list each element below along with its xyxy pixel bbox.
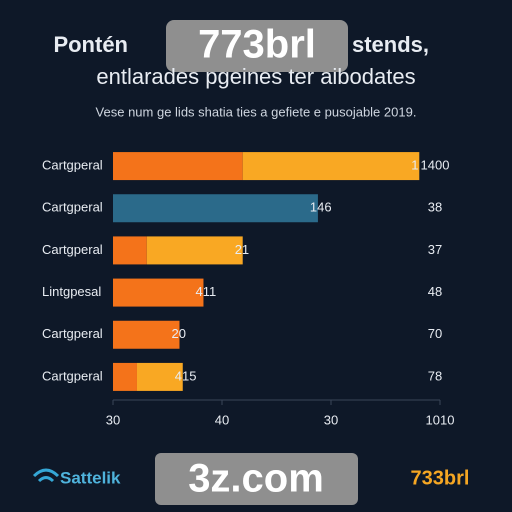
- footer-badge: 3z.com: [188, 457, 324, 501]
- footer-badge-bg: [155, 453, 358, 505]
- title-line2: entlarades pgeines ter aibodates: [96, 64, 415, 89]
- bar-segment: [113, 236, 147, 265]
- bar-label: 1: [411, 158, 418, 173]
- x-tick-label: 1010: [426, 412, 455, 427]
- y-tick-label: Cartgperal: [42, 368, 103, 383]
- bar-segment: [146, 236, 243, 265]
- bar-segment: [113, 362, 137, 391]
- y-tick-label: Cartgperal: [42, 158, 103, 173]
- title-left: Pontén: [53, 32, 128, 57]
- bar-segment: [242, 152, 420, 181]
- title-badge: 773brl: [198, 23, 316, 67]
- right-label: 37: [428, 242, 442, 257]
- x-tick-label: 30: [324, 412, 338, 427]
- bar-label: 21: [235, 242, 249, 257]
- footer-logo-icon: [32, 468, 60, 483]
- title-badge-bg: [166, 20, 348, 72]
- y-tick-label: Cartgperal: [42, 200, 103, 215]
- footer-right: 733brl: [411, 467, 470, 489]
- bar-segment: [113, 320, 180, 349]
- right-label: 78: [428, 368, 442, 383]
- footer-logo: Sattelik: [60, 468, 121, 487]
- right-label: 48: [428, 284, 442, 299]
- bar-segment: [113, 278, 204, 307]
- y-tick-label: Lintgpesal: [42, 284, 101, 299]
- bar-label: 411: [195, 284, 216, 299]
- bar-segment: [113, 194, 318, 223]
- bar-segment: [113, 152, 243, 181]
- subtitle: Vese num ge lids shatia ties a gefiete e…: [96, 104, 417, 119]
- right-label: 70: [428, 326, 442, 341]
- bar-label: 20: [171, 326, 185, 341]
- right-label: 1400: [421, 158, 450, 173]
- bar-label: 415: [175, 368, 197, 383]
- y-tick-label: Cartgperal: [42, 326, 103, 341]
- bar-label: 146: [310, 200, 332, 215]
- x-tick-label: 30: [106, 412, 120, 427]
- title-right: stends,: [352, 32, 429, 57]
- bar-segment: [136, 362, 183, 391]
- right-label: 38: [428, 200, 442, 215]
- y-tick-label: Cartgperal: [42, 242, 103, 257]
- x-tick-label: 40: [215, 412, 229, 427]
